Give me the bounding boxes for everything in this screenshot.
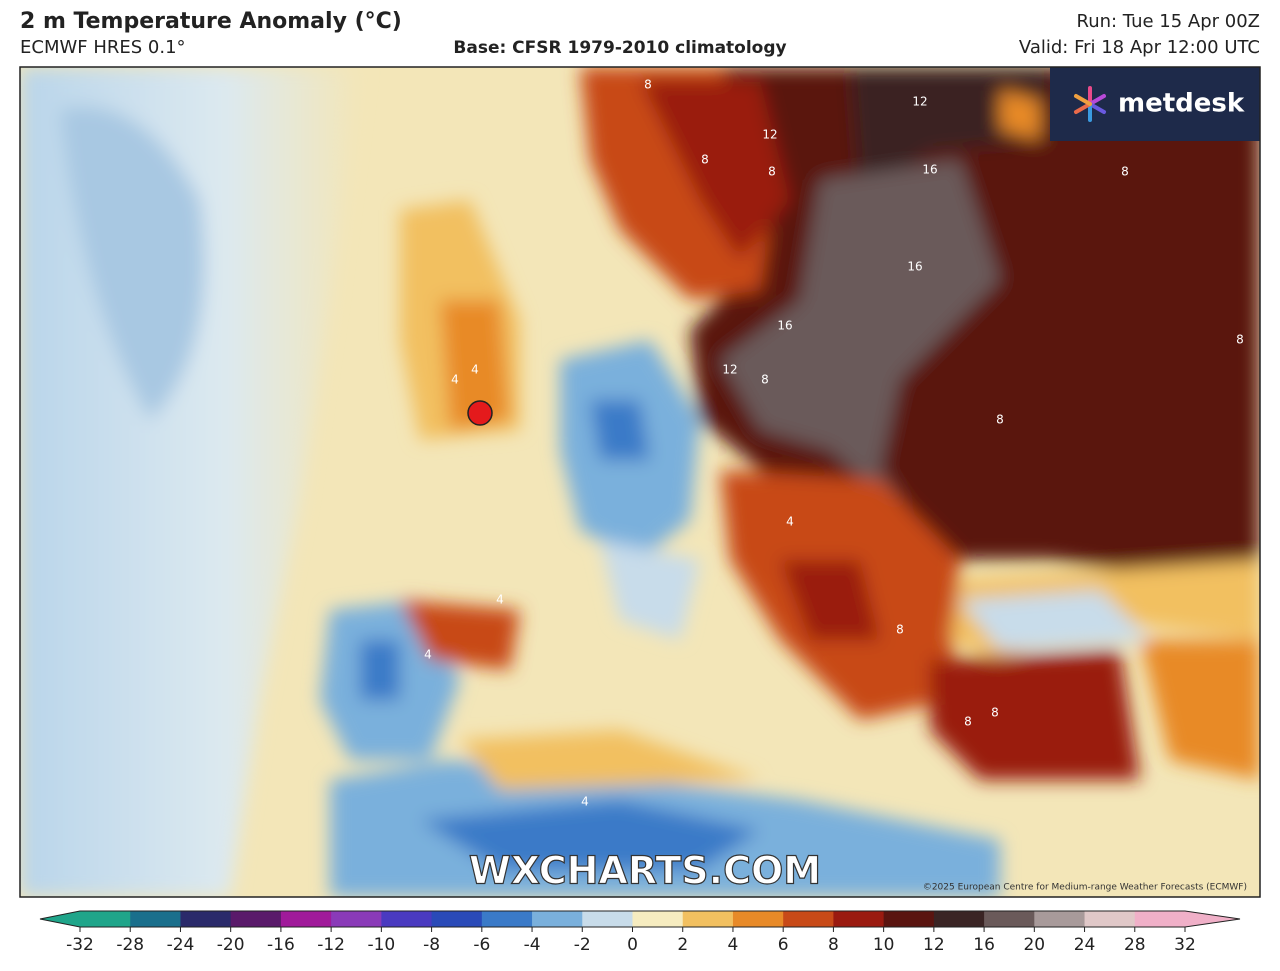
colorbar-segment [230, 911, 282, 927]
logo-icon [1074, 86, 1106, 122]
colorbar-segment [481, 911, 533, 927]
colorbar-tick-label: 12 [923, 935, 945, 955]
colorbar-tick-label: -32 [66, 935, 94, 955]
contour-label: 8 [964, 715, 972, 729]
contour-label: 8 [701, 153, 709, 167]
colorbar-tick-label: 24 [1074, 935, 1096, 955]
run: Run: Tue 15 Apr 00Z [1077, 11, 1261, 32]
colorbar-segment [984, 911, 1035, 927]
colorbar-tick-label: 0 [627, 935, 638, 955]
contour-label: 4 [786, 515, 794, 529]
contour-label: 8 [1121, 165, 1129, 179]
colorbar-segment [783, 911, 834, 927]
colorbar-segment [532, 911, 583, 927]
valid: Valid: Fri 18 Apr 12:00 UTC [1019, 37, 1260, 58]
logo: metdesk [1118, 89, 1245, 119]
contour-label: 16 [922, 163, 937, 177]
location-marker [467, 400, 493, 426]
colorbar-segment [682, 911, 734, 927]
contour-label: 12 [912, 95, 927, 109]
base: Base: CFSR 1979-2010 climatology [453, 38, 786, 58]
colorbar-segment [1034, 911, 1086, 927]
logo-box [1050, 67, 1260, 141]
contour-label: 12 [722, 363, 737, 377]
colorbar-tick-label: 8 [828, 935, 839, 955]
contour-label: 8 [1236, 333, 1244, 347]
colorbar-tick-label: -6 [473, 935, 490, 955]
colorbar-segment [130, 911, 181, 927]
colorbar-tick-label: 10 [873, 935, 895, 955]
colorbar-tick-label: 6 [778, 935, 789, 955]
colorbar-segment [1084, 911, 1136, 927]
colorbar-segment [883, 911, 935, 927]
colorbar-tick-label: -4 [524, 935, 541, 955]
contour-label: 8 [644, 78, 652, 92]
watermark: WXCHARTS.COM [469, 849, 821, 893]
map-frame [19, 66, 1261, 898]
contour-label: 4 [471, 363, 479, 377]
colorbar-tick-label: -2 [574, 935, 591, 955]
contour-label: 8 [896, 623, 904, 637]
colorbar-segment [280, 911, 332, 927]
colorbar-segment [582, 911, 633, 927]
contour-label: 16 [777, 319, 792, 333]
colorbar-tick-label: -24 [167, 935, 195, 955]
colorbar-tick-label: -10 [367, 935, 395, 955]
colorbar-tick-label: -16 [267, 935, 295, 955]
colorbar-end-high [1185, 911, 1240, 927]
contour-label: 8 [991, 706, 999, 720]
colorbar-tick-label: 20 [1023, 935, 1045, 955]
colorbar-segment [381, 911, 433, 927]
colorbar-tick-label: -12 [317, 935, 345, 955]
colorbar-segment [1134, 911, 1186, 927]
colorbar-tick-label: 28 [1124, 935, 1146, 955]
contour-label: 8 [761, 373, 769, 387]
colorbar-segment [80, 911, 131, 927]
contour-label: 4 [424, 648, 432, 662]
contour-label: 4 [581, 795, 589, 809]
colorbar-tick-label: 32 [1174, 935, 1196, 955]
colorbar-segment [331, 911, 382, 927]
copyright: ©2025 European Centre for Medium-range W… [923, 883, 1247, 893]
title: 2 m Temperature Anomaly (°C) [20, 9, 402, 34]
model: ECMWF HRES 0.1° [20, 37, 186, 58]
colorbar-segment [833, 911, 885, 927]
colorbar: -32 -28 -24 -20 -16 -12 -10 -8 -6 -4 -2 0 2 4 6 8 10 12 16… [39, 910, 1241, 955]
colorbar-tick-label: -20 [217, 935, 245, 955]
contour-label: 16 [907, 260, 922, 274]
contour-label: 12 [762, 128, 777, 142]
colorbar-segment [732, 911, 784, 927]
colorbar-tick-label: 2 [677, 935, 688, 955]
contour-label: 8 [996, 413, 1004, 427]
contour-label: 8 [768, 165, 776, 179]
colorbar-tick-label: -8 [423, 935, 440, 955]
colorbar-tick-label: 16 [973, 935, 995, 955]
colorbar-segment [431, 911, 483, 927]
colorbar-segment [632, 911, 684, 927]
colorbar-segment [180, 911, 232, 927]
colorbar-tick-label: -28 [116, 935, 144, 955]
contour-label: 4 [496, 593, 504, 607]
colorbar-tick-label: 4 [728, 935, 739, 955]
contour-label: 4 [451, 373, 459, 387]
colorbar-segment [933, 911, 985, 927]
colorbar-end-low [40, 911, 80, 927]
